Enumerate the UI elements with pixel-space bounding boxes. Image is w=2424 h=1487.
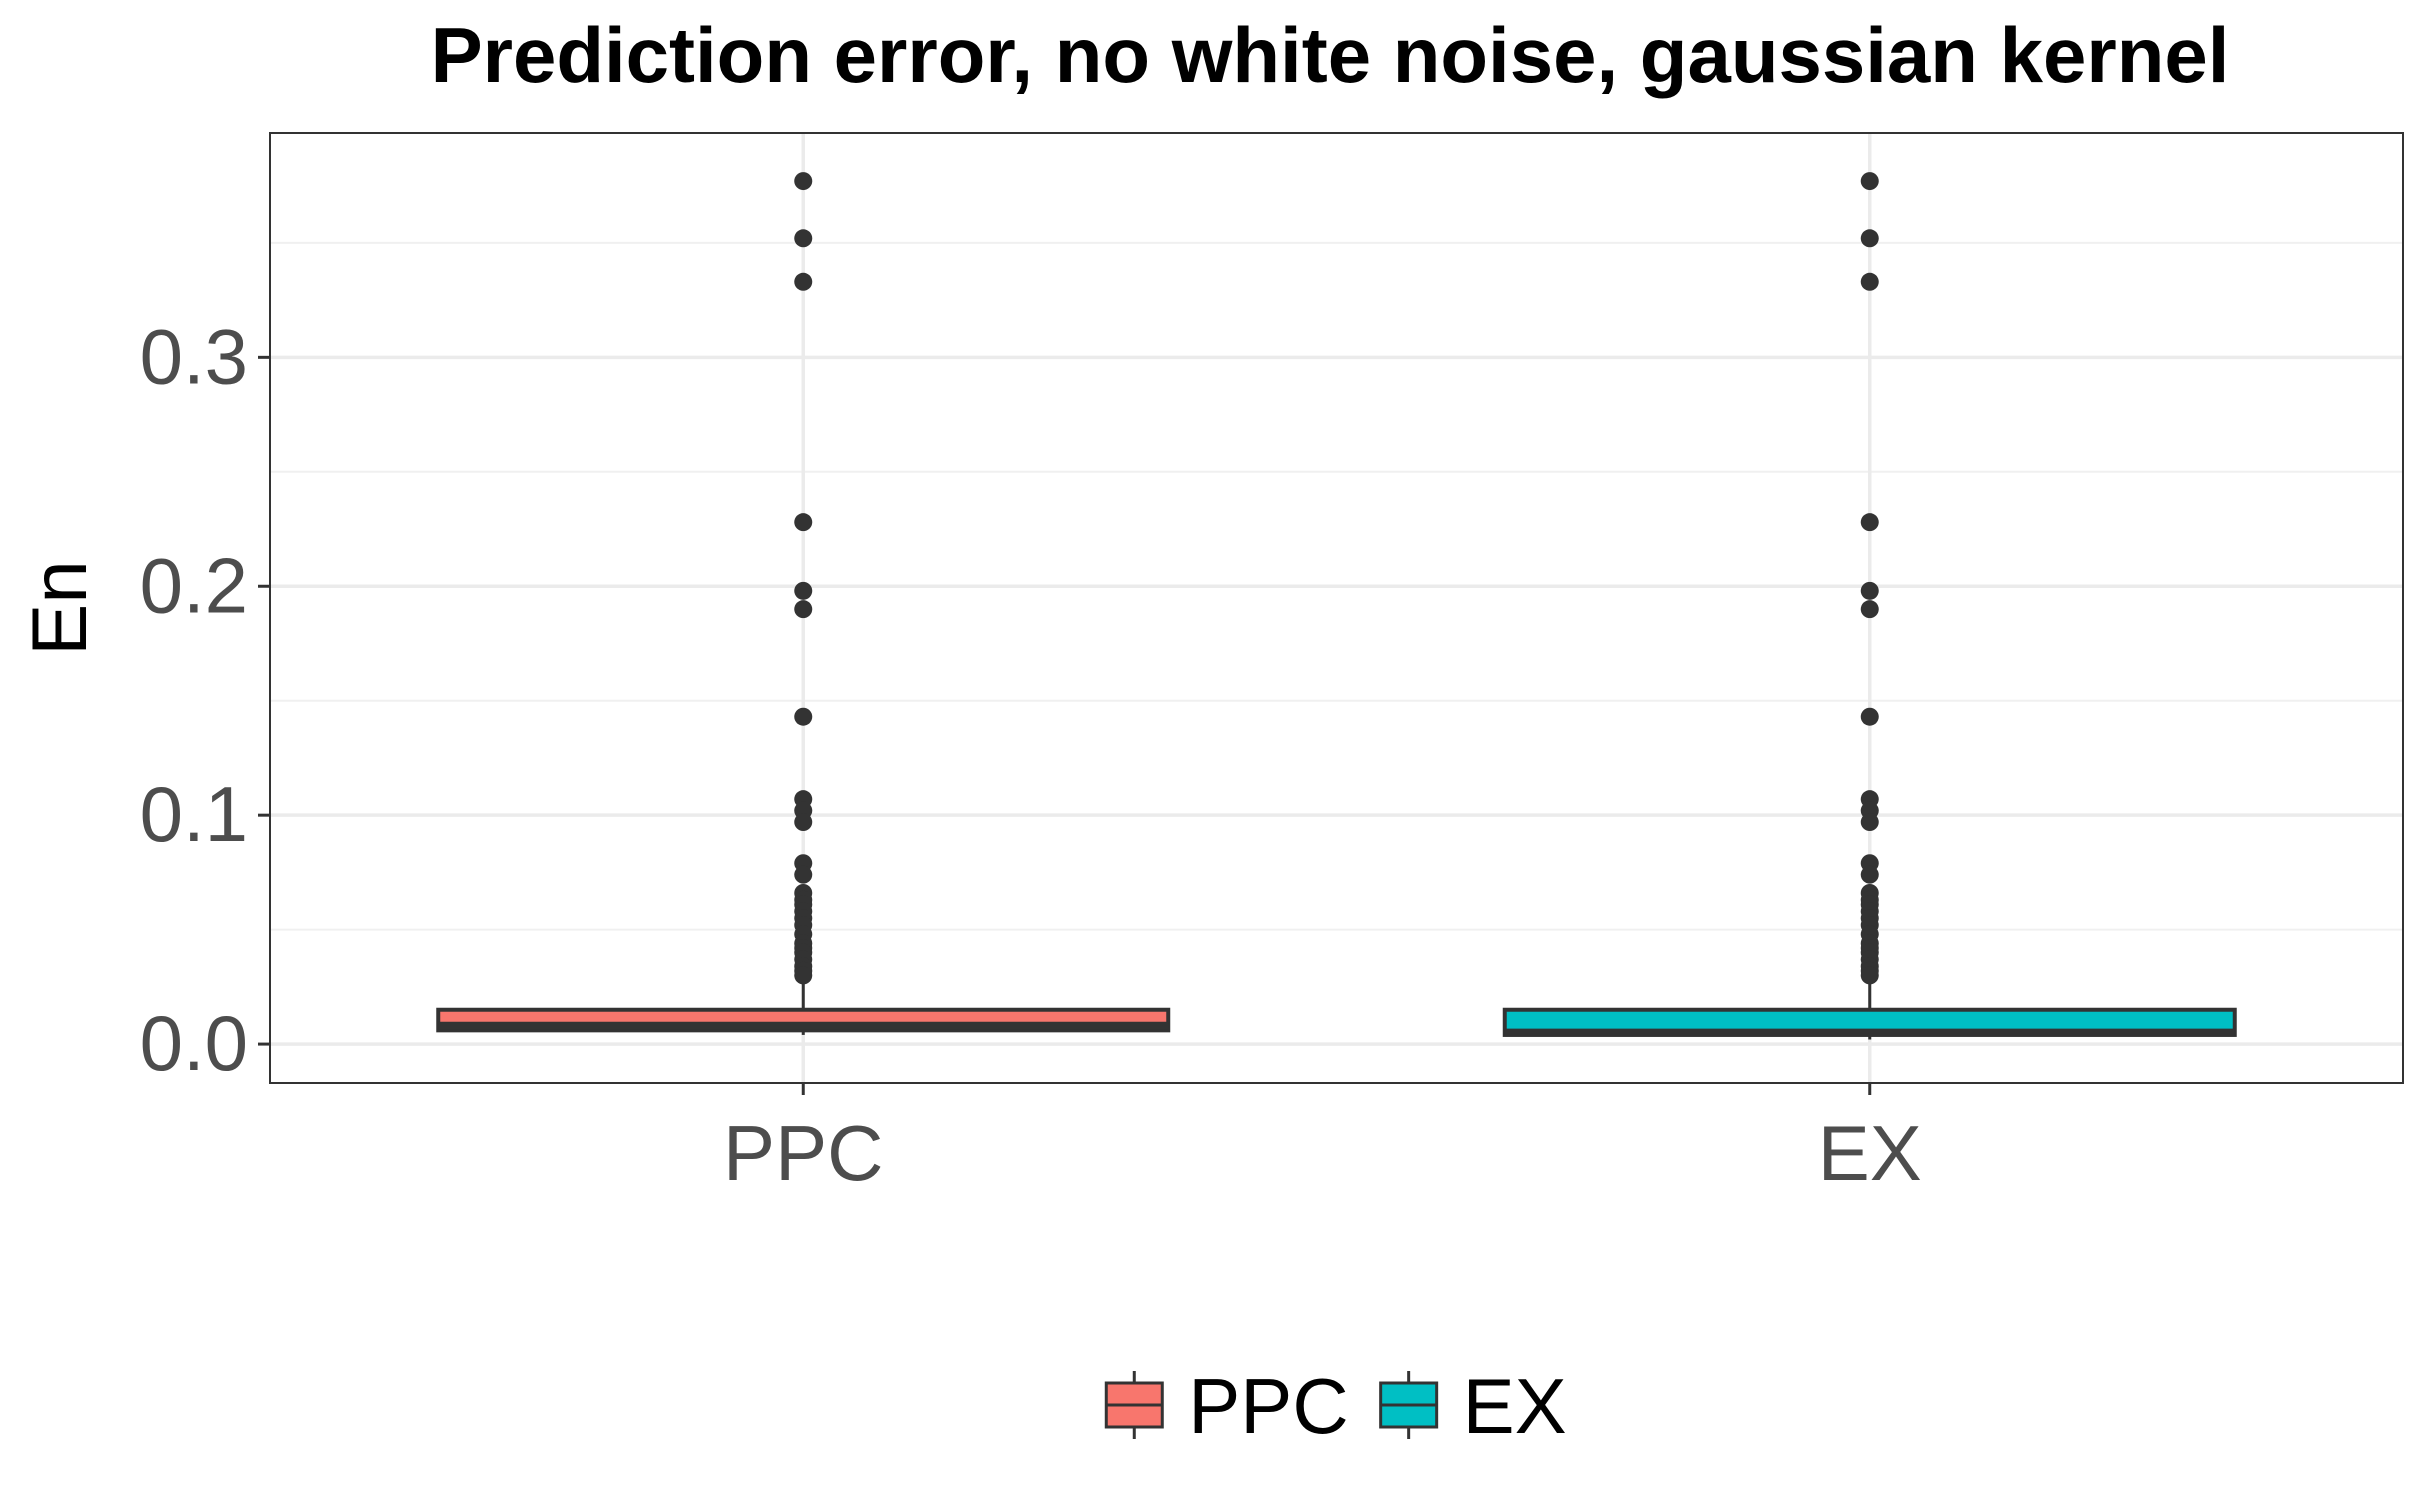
y-tick-label: 0.0 <box>140 999 248 1087</box>
ex-outlier-point <box>1860 172 1879 191</box>
legend: PPC EX <box>1104 1362 1567 1450</box>
y-axis-title: En <box>15 560 103 655</box>
ppc-outlier-point <box>794 813 813 832</box>
ex-outlier-point <box>1860 513 1879 532</box>
ppc-outlier-point <box>794 865 813 884</box>
ex-outlier-point <box>1860 581 1879 600</box>
y-axis: 0.0 0.1 0.2 0.3 <box>140 312 270 1087</box>
x-axis: PPC EX <box>723 1083 1922 1197</box>
ex-outlier-point <box>1860 600 1879 619</box>
ppc-outlier-point <box>794 600 813 619</box>
chart-title: Prediction error, no white noise, gaussi… <box>431 11 2230 99</box>
ex-outlier-point <box>1860 813 1879 832</box>
ppc-outlier-point <box>794 581 813 600</box>
boxes <box>436 172 2237 1040</box>
plot-panel-border <box>269 132 2404 1084</box>
legend-label-ex: EX <box>1463 1362 1567 1450</box>
ppc-outlier-point <box>794 172 813 191</box>
ppc-outlier-point <box>794 707 813 726</box>
ppc-outlier-point <box>794 513 813 532</box>
ex-outlier-point <box>1860 966 1879 985</box>
y-tick-label: 0.2 <box>140 541 248 629</box>
y-tick-label: 0.1 <box>140 770 248 858</box>
ppc-outlier-point <box>794 272 813 291</box>
grid <box>270 133 2403 1083</box>
legend-label-ppc: PPC <box>1188 1362 1348 1450</box>
ex-outlier-point <box>1860 707 1879 726</box>
y-tick-label: 0.3 <box>140 312 248 400</box>
x-tick-label: EX <box>1818 1109 1922 1197</box>
x-tick-label: PPC <box>723 1109 883 1197</box>
ppc-outlier-point <box>794 229 813 248</box>
ex-outlier-point <box>1860 229 1879 248</box>
ppc-outlier-point <box>794 966 813 985</box>
ex-outlier-point <box>1860 865 1879 884</box>
ex-outlier-point <box>1860 272 1879 291</box>
